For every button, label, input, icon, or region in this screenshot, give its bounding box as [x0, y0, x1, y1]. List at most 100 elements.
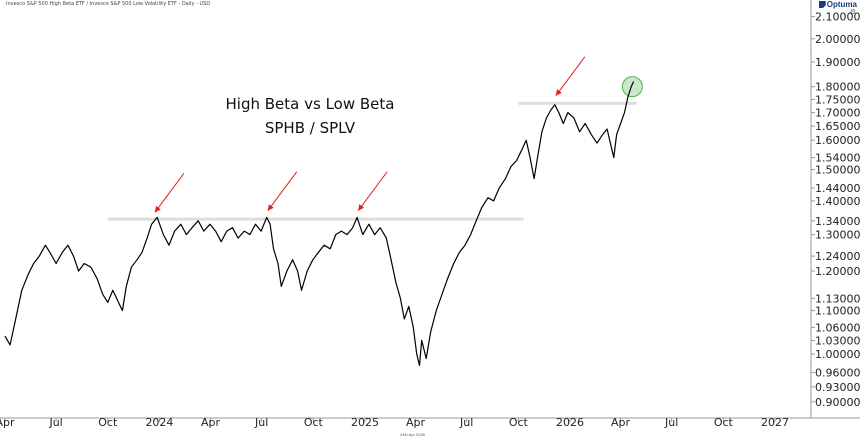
data-point: [610, 145, 612, 147]
data-point: [266, 217, 268, 218]
data-point: [541, 131, 543, 133]
red-arrow: [555, 56, 586, 97]
data-point: [39, 255, 40, 257]
data-point: [329, 248, 331, 250]
data-point: [323, 244, 325, 246]
data-point: [118, 302, 119, 303]
x-axis: Apr Jul Oct 2024 Apr Jul Oct 2025 Apr Jul Oct 2026 A…: [0, 416, 860, 429]
data-point: [416, 353, 418, 355]
y-tick-label: 1.30000: [815, 229, 860, 242]
data-point: [596, 142, 598, 144]
x-tick-label: Jul: [459, 416, 473, 429]
data-point: [269, 223, 271, 225]
y-tick-label: 1.06000: [815, 321, 860, 334]
chart-title: High Beta vs Low Beta: [225, 95, 395, 113]
data-point: [374, 234, 375, 235]
footer-date: 24th Apr 2026: [400, 432, 425, 437]
data-point: [558, 112, 560, 113]
series-layer: [4, 81, 635, 366]
data-point: [21, 290, 23, 291]
y-tick-label: 1.00000: [815, 348, 860, 361]
data-point: [554, 104, 556, 105]
x-tick-label: Oct: [304, 416, 324, 429]
data-point: [203, 230, 205, 232]
data-point: [563, 123, 564, 124]
chart-title-block: High Beta vs Low Beta SPHB / SPLV: [200, 92, 420, 140]
data-point: [78, 270, 79, 272]
data-point: [400, 298, 401, 299]
data-point: [215, 230, 216, 232]
data-point: [297, 270, 298, 272]
x-tick-label: Oct: [714, 416, 734, 429]
data-point: [591, 134, 592, 135]
data-point: [197, 220, 199, 222]
data-point: [273, 248, 274, 250]
data-point: [244, 230, 245, 232]
y-tick-label: 2.00000: [815, 33, 860, 46]
data-point: [362, 234, 364, 235]
data-point: [516, 160, 517, 161]
data-point: [136, 259, 138, 261]
x-tick-label: Apr: [0, 416, 15, 429]
data-point: [151, 223, 152, 225]
annotation-layer: [107, 76, 643, 221]
red-arrow: [267, 171, 298, 212]
x-tick-label: Apr: [611, 416, 631, 429]
data-point: [404, 318, 405, 320]
red-arrow: [154, 173, 185, 213]
data-point: [62, 252, 63, 253]
settings-icon[interactable]: ⚙: [849, 9, 856, 16]
data-point: [73, 255, 74, 257]
data-point: [346, 234, 348, 235]
data-point: [9, 344, 11, 346]
red-arrow: [357, 171, 388, 212]
data-point: [180, 223, 182, 225]
data-point: [620, 123, 621, 124]
x-tick-label: 2027: [761, 416, 789, 429]
x-tick-label: Jul: [48, 416, 62, 429]
data-point: [232, 227, 233, 228]
data-point: [255, 223, 256, 225]
data-point: [4, 335, 6, 337]
y-tick-label: 1.54000: [815, 152, 860, 165]
data-point: [493, 200, 494, 202]
data-point: [335, 234, 337, 235]
data-point: [356, 217, 358, 218]
data-point: [487, 197, 489, 198]
data-point: [613, 157, 615, 158]
series-line: [4, 81, 635, 366]
data-point: [156, 217, 158, 218]
y-tick-label: 1.70000: [815, 107, 860, 120]
data-point: [606, 128, 608, 130]
data-point: [464, 244, 466, 246]
data-point: [141, 252, 143, 253]
x-tick-label: 2025: [351, 416, 379, 429]
data-point: [306, 270, 308, 272]
data-point: [525, 139, 527, 141]
x-tick-label: Oct: [98, 416, 118, 429]
data-point: [630, 86, 632, 87]
data-point: [573, 117, 575, 119]
optuma-logo: Optuma: [818, 0, 857, 9]
data-point: [633, 81, 634, 82]
data-point: [395, 282, 397, 283]
data-point: [45, 244, 46, 246]
data-point: [475, 220, 477, 222]
data-point: [55, 263, 57, 264]
x-tick-label: Apr: [201, 416, 221, 429]
data-point: [537, 154, 539, 155]
data-point: [533, 178, 535, 179]
data-point: [102, 294, 103, 295]
data-point: [96, 278, 98, 279]
data-point: [352, 227, 354, 228]
data-point: [579, 131, 580, 133]
y-tick-label: 1.44000: [815, 182, 860, 195]
data-point: [459, 252, 460, 253]
data-point: [584, 123, 586, 124]
data-point: [627, 96, 629, 98]
data-point: [602, 134, 603, 135]
data-point: [83, 263, 85, 264]
data-point: [301, 290, 302, 291]
data-point: [277, 263, 279, 264]
data-point: [292, 259, 293, 261]
